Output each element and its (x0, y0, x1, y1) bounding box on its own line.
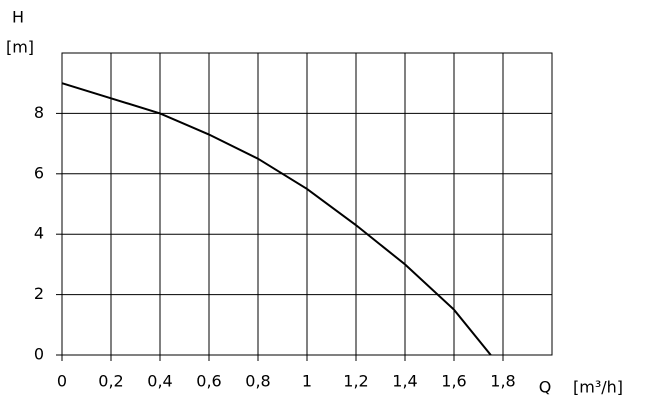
y-tick-label: 4 (34, 224, 44, 243)
x-tick-label: 0,2 (98, 372, 123, 391)
y-axis-label: H (12, 8, 24, 27)
x-axis-label: Q (539, 378, 552, 397)
x-tick-label: 1,2 (343, 372, 368, 391)
x-tick-label: 0,4 (147, 372, 172, 391)
x-tick-label: 0,6 (196, 372, 221, 391)
curve (61, 82, 492, 356)
y-tick-label: 6 (34, 163, 44, 182)
y-tick-label: 2 (34, 284, 44, 303)
x-tick-label: 0 (57, 372, 67, 391)
x-tick-label: 1 (302, 372, 312, 391)
y-tick-label: 8 (34, 103, 44, 122)
y-axis-unit: [m] (6, 38, 34, 57)
x-axis-unit: [m³/h] (573, 378, 623, 397)
x-tick-label: 1,6 (441, 372, 466, 391)
x-tick-label: 0,8 (245, 372, 270, 391)
x-tick-label: 1,8 (490, 372, 515, 391)
x-tick-label: 1,4 (392, 372, 417, 391)
y-tick-label: 0 (34, 345, 44, 364)
